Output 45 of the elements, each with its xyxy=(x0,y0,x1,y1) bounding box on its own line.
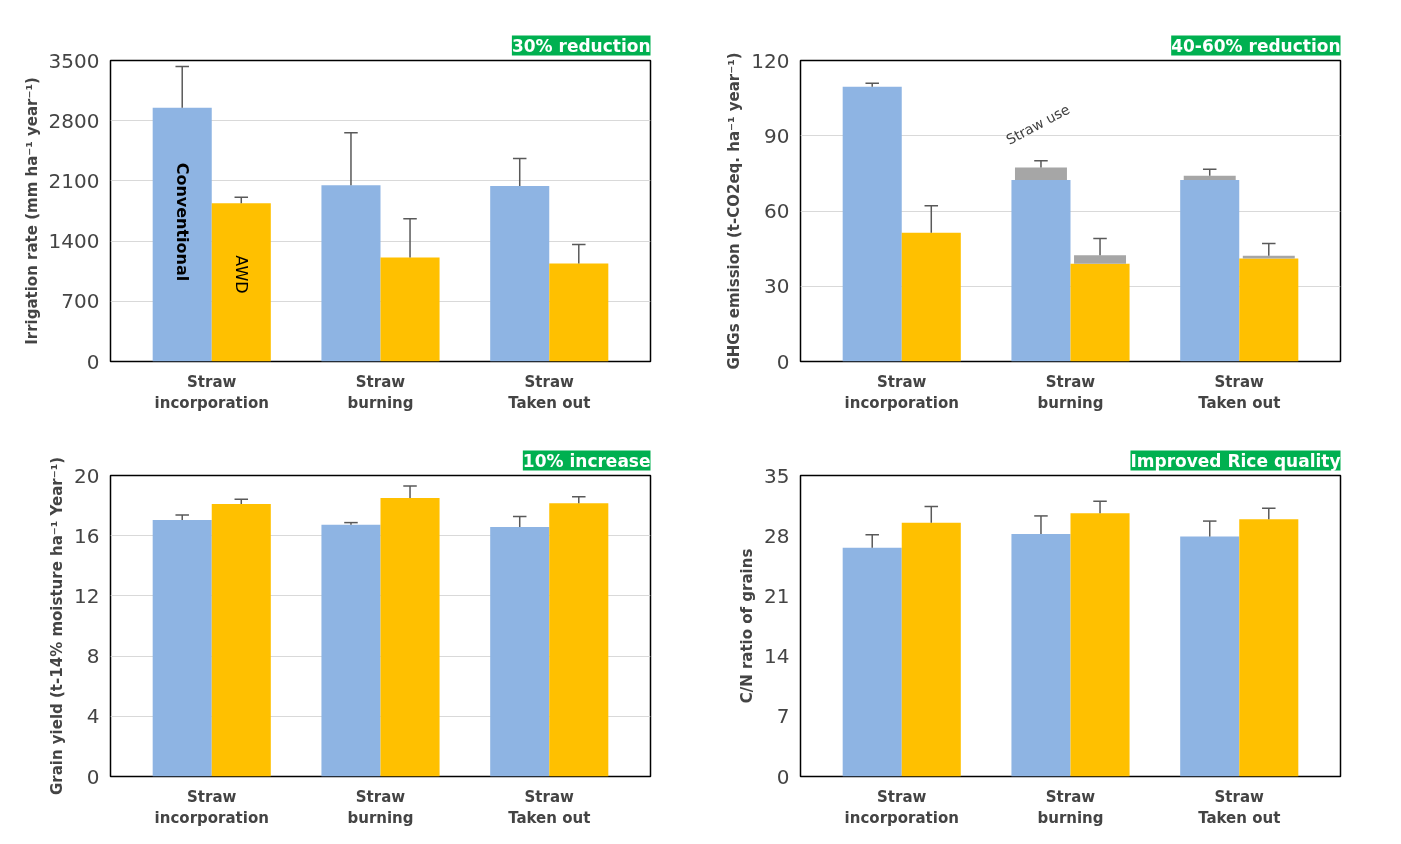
y-tick-label: 28 xyxy=(764,523,790,548)
text: Improved Rice quality xyxy=(1130,450,1341,471)
x-tick-label: Straw incorporation xyxy=(154,372,269,413)
y-tick-label: 21 xyxy=(764,583,790,608)
y-tick-label: 0 xyxy=(776,764,790,789)
x-tick-label: Straw Taken out xyxy=(508,787,591,828)
y-tick-label: 1400 xyxy=(48,229,100,254)
y-tick-label: 2100 xyxy=(48,168,100,193)
y-tick-label: 700 xyxy=(61,289,100,314)
series-label: Conventional xyxy=(172,162,192,282)
y-tick-label: 8 xyxy=(86,644,100,669)
y-tick-label: 14 xyxy=(764,644,790,669)
y-tick-label: 0 xyxy=(86,349,100,374)
y-tick-label: 16 xyxy=(74,523,100,548)
x-tick-label: Straw burning xyxy=(1037,372,1104,413)
text: 40-60% reduction xyxy=(1171,35,1341,56)
y-axis-title: C/N ratio of grains xyxy=(738,548,757,704)
x-tick-label: Straw incorporation xyxy=(154,787,269,828)
y-tick-label: 4 xyxy=(86,704,100,729)
y-tick-label: 35 xyxy=(764,463,790,488)
x-tick-label: Straw burning xyxy=(1037,787,1104,828)
y-tick-label: 3500 xyxy=(48,48,100,73)
series-label: AWD xyxy=(231,255,251,294)
x-tick-label: Straw burning xyxy=(347,787,414,828)
y-tick-label: 20 xyxy=(74,463,100,488)
y-tick-label: 120 xyxy=(751,48,790,73)
x-tick-label: Straw incorporation xyxy=(844,372,959,413)
y-tick-label: 60 xyxy=(764,199,790,223)
y-tick-label: 0 xyxy=(86,764,100,789)
text: 30% reduction xyxy=(511,35,651,56)
y-tick-label: 2800 xyxy=(48,108,100,133)
y-axis-title: GHGs emission (t-CO2eq. ha⁻¹ year⁻¹) xyxy=(725,52,744,370)
x-tick-label: Straw Taken out xyxy=(508,372,591,413)
y-tick-label: 30 xyxy=(764,274,790,299)
y-tick-label: 7 xyxy=(776,704,790,729)
y-axis-title: Grain yield (t-14% moisture ha⁻¹ Year⁻¹) xyxy=(48,456,67,796)
x-tick-label: Straw Taken out xyxy=(1198,372,1281,413)
y-tick-label: 0 xyxy=(776,349,790,374)
x-tick-label: Straw incorporation xyxy=(844,787,959,828)
x-tick-label: Straw Taken out xyxy=(1198,787,1281,828)
text: 10% increase xyxy=(522,450,651,471)
x-tick-label: Straw burning xyxy=(347,372,414,413)
y-tick-label: 90 xyxy=(764,123,790,148)
y-axis-title: Irrigation rate (mm ha⁻¹ year⁻¹) xyxy=(22,77,41,345)
y-tick-label: 12 xyxy=(74,583,100,608)
